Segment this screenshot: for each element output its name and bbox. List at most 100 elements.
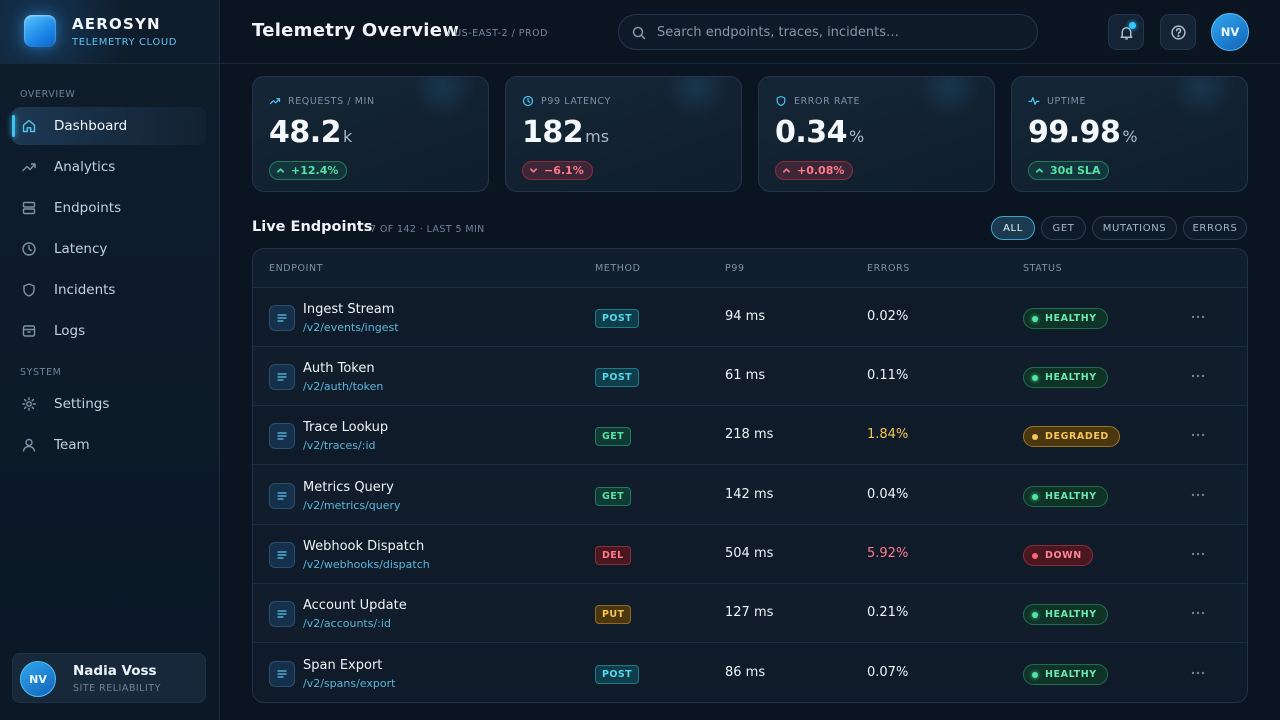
stat-label-text: UPTIME [1047,95,1087,107]
table-row[interactable]: Auth Token/v2/auth/token POST 61 ms 0.11% HE… [253,347,1247,406]
endpoint-path: /v2/metrics/query [303,499,401,512]
stat-card-requests: REQUESTS / MIN 48.2 k +12.4% [252,76,489,192]
document-icon [269,661,295,687]
status-badge: HEALTHY [1023,308,1108,329]
table-row[interactable]: Webhook Dispatch/v2/webhooks/dispatch DEL… [253,525,1247,584]
endpoint-path: /v2/accounts/:id [303,617,391,630]
column-header[interactable]: METHOD [595,263,641,274]
p99-value: 218 ms [725,427,774,442]
error-rate-value: 0.11% [867,368,909,383]
table-row[interactable]: Metrics Query/v2/metrics/query GET 142 ms 0… [253,466,1247,525]
stat-value: 48.2 k [269,115,352,150]
filter-all[interactable]: ALL [991,216,1035,240]
endpoint-path: /v2/events/ingest [303,321,399,334]
column-header[interactable]: ERRORS [867,263,910,274]
stat-number: 48.2 [269,115,342,150]
sidebar-item-settings[interactable]: Settings [12,385,206,423]
archive-icon [20,322,38,340]
column-header[interactable]: ENDPOINT [269,263,324,274]
sidebar-item-label: Endpoints [54,200,122,216]
more-options-button[interactable] [1187,484,1209,506]
table-row[interactable]: Trace Lookup/v2/traces/:id GET 218 ms 1.84%… [253,406,1247,465]
endpoint-name: Metrics Query [303,480,394,495]
stat-delta-text: +0.08% [797,164,845,177]
sidebar-item-endpoints[interactable]: Endpoints [12,189,206,227]
notifications-button[interactable] [1108,14,1144,50]
brand-logo [24,15,56,47]
sidebar-item-latency[interactable]: Latency [12,230,206,268]
more-horizontal-icon [1191,611,1205,615]
table-row[interactable]: Span Export/v2/spans/export POST 86 ms 0.07… [253,644,1247,702]
more-options-button[interactable] [1187,602,1209,624]
sidebar-item-logs[interactable]: Logs [12,312,206,350]
more-options-button[interactable] [1187,662,1209,684]
search-input[interactable] [657,15,1027,49]
document-icon [269,601,295,627]
table-row[interactable]: Account Update/v2/accounts/:id PUT 127 ms 0… [253,584,1247,643]
column-header[interactable]: STATUS [1023,263,1063,274]
home-icon [20,117,38,135]
sidebar-item-dashboard[interactable]: Dashboard [12,107,206,145]
more-options-button[interactable] [1187,365,1209,387]
sidebar-item-incidents[interactable]: Incidents [12,271,206,309]
card-glow [1167,77,1237,117]
help-button[interactable] [1160,14,1196,50]
endpoint-name: Span Export [303,658,383,673]
stat-delta-text: −6.1% [544,164,584,177]
status-text: HEALTHY [1045,669,1097,680]
sidebar-item-team[interactable]: Team [12,426,206,464]
status-text: HEALTHY [1045,313,1097,324]
stat-value: 182 ms [522,115,609,150]
status-dot [1032,611,1038,618]
sidebar-item-label: Latency [54,241,108,257]
stat-card-error-rate: ERROR RATE 0.34 % +0.08% [758,76,995,192]
stat-delta: +12.4% [269,161,348,180]
stat-delta: −6.1% [522,161,593,180]
user-card[interactable]: NV Nadia Voss SITE RELIABILITY [12,653,206,703]
more-options-button[interactable] [1187,306,1209,328]
filter-get[interactable]: GET [1041,216,1086,240]
brand-name: AEROSYN [72,15,161,33]
method-badge: PUT [595,605,632,624]
endpoints-table: ENDPOINT METHOD P99 ERRORS STATUS Ingest… [252,248,1248,703]
p99-value: 94 ms [725,309,766,324]
status-text: HEALTHY [1045,491,1097,502]
avatar[interactable]: NV [1211,13,1249,51]
endpoint-name: Webhook Dispatch [303,539,425,554]
chevron-up-icon [276,168,285,173]
chevron-up-icon [1035,168,1044,173]
more-options-button[interactable] [1187,424,1209,446]
user-name: Nadia Voss [73,663,157,679]
card-glow [914,77,984,117]
sidebar-item-analytics[interactable]: Analytics [12,148,206,186]
sidebar-item-label: Team [54,437,90,453]
status-dot [1032,433,1038,440]
more-horizontal-icon [1191,493,1205,497]
endpoint-path: /v2/auth/token [303,380,384,393]
nav-section-system: SYSTEM [20,367,62,378]
column-header[interactable]: P99 [725,263,745,274]
table-row[interactable]: Ingest Stream/v2/events/ingest POST 94 ms 0… [253,288,1247,347]
trending-up-icon [269,98,281,105]
filter-mutations[interactable]: MUTATIONS [1092,216,1177,240]
method-badge: DEL [595,546,631,565]
search-icon [632,26,646,40]
more-options-button[interactable] [1187,543,1209,565]
stat-label-text: P99 LATENCY [541,95,611,107]
search-bar[interactable] [618,14,1038,50]
user-icon [20,436,38,454]
sidebar-item-label: Incidents [54,282,116,298]
endpoint-name: Ingest Stream [303,302,395,317]
filter-errors[interactable]: ERRORS [1183,216,1247,240]
user-role: SITE RELIABILITY [73,683,161,694]
sidebar-item-label: Logs [54,323,86,339]
endpoint-path: /v2/webhooks/dispatch [303,558,430,571]
stat-unit: ms [585,127,610,146]
stat-label: REQUESTS / MIN [269,95,375,107]
error-rate-value: 0.07% [867,665,909,680]
endpoint-name: Auth Token [303,361,375,376]
stat-delta-text: +12.4% [291,164,339,177]
method-badge: POST [595,665,639,684]
stat-label: ERROR RATE [775,95,860,107]
p99-value: 86 ms [725,665,766,680]
